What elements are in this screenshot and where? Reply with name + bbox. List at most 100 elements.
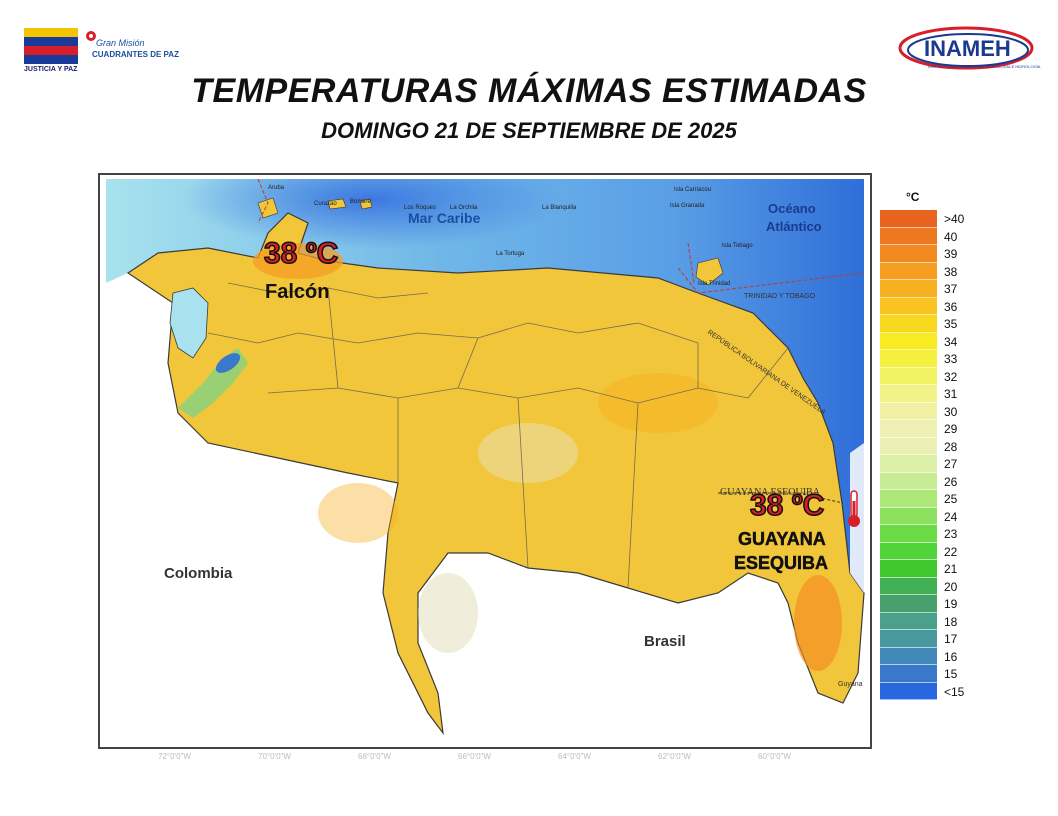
legend-item: 21	[880, 560, 980, 578]
falcon-temp-label: 38 ºC	[263, 236, 339, 271]
legend-item: 33	[880, 350, 980, 368]
label-curazao: Curazao	[314, 201, 337, 207]
legend-item: 27	[880, 455, 980, 473]
colombia-area	[106, 253, 443, 745]
legend-item: 20	[880, 577, 980, 595]
legend-swatch	[880, 245, 937, 263]
legend-label: 16	[944, 649, 958, 664]
legend-swatch	[880, 262, 937, 280]
legend-swatch	[880, 332, 937, 350]
legend-swatch	[880, 525, 937, 543]
legend-item: 29	[880, 420, 980, 438]
legend-label: 37	[944, 282, 958, 296]
legend-label: 20	[944, 579, 958, 594]
label-mar-caribe: Mar Caribe	[408, 210, 481, 226]
legend-item: 30	[880, 402, 980, 420]
justicia-paz-logo: JUSTICIA Y PAZ Gran Misión CUADRANTES DE…	[20, 24, 200, 80]
esequiba-region-label-2: ESEQUIBA	[734, 553, 829, 574]
legend-swatch	[880, 472, 937, 490]
cuadrantes-paz-text: CUADRANTES DE PAZ	[92, 50, 179, 59]
coord-label: 68°0'0"W	[358, 752, 391, 761]
legend-item: 31	[880, 385, 980, 403]
inameh-text: INAMEH	[924, 36, 1011, 61]
legend-item: 34	[880, 332, 980, 350]
esequiba-region-label-1: GUAYANA	[738, 529, 826, 550]
label-colombia: Colombia	[164, 565, 233, 582]
lake-maracaibo	[169, 287, 209, 359]
legend-label: 26	[944, 474, 958, 489]
label-oceano: Océano	[768, 201, 816, 216]
legend-label: >40	[944, 212, 965, 226]
legend-label: 38	[944, 264, 958, 279]
legend-item: 39	[880, 245, 980, 263]
legend-swatch	[880, 647, 937, 665]
esequiba-hotspot	[794, 575, 842, 671]
legend-label: 31	[944, 387, 958, 401]
legend-item: 35	[880, 315, 980, 333]
legend-swatch	[880, 455, 937, 473]
legend-item: <15	[880, 682, 980, 700]
legend-swatch	[880, 542, 937, 560]
legend-swatch	[880, 507, 937, 525]
legend-swatch	[880, 560, 937, 578]
legend-label: 18	[944, 614, 958, 629]
coord-label: 60°0'0"W	[758, 752, 791, 761]
coord-label: 70°0'0"W	[258, 752, 291, 761]
legend-item: 19	[880, 595, 980, 613]
legend-item: 25	[880, 490, 980, 508]
legend-label: 30	[944, 404, 958, 419]
legend-swatch	[880, 420, 937, 438]
falcon-region-label: Falcón	[265, 281, 330, 303]
label-isla-tobago: Isla Tobago	[722, 243, 753, 249]
inameh-logo: INAMEH INSTITUTO NACIONAL DE METEOROLOGÍ…	[898, 24, 1040, 78]
temperature-legend: °C >40 40 39 38 37 36 35 34 33 32 31 30 29 28 27 26 25 24…	[880, 190, 980, 710]
legend-label: 19	[944, 597, 958, 611]
legend-label: 27	[944, 457, 958, 471]
map-graphic	[98, 173, 872, 749]
legend-label: 29	[944, 422, 958, 436]
label-isla-granada: Isla Granada	[670, 203, 705, 209]
legend-swatch	[880, 402, 937, 420]
trinidad-island	[695, 257, 724, 286]
legend-swatch	[880, 630, 937, 648]
legend-item: 38	[880, 262, 980, 280]
legend-item: 32	[880, 367, 980, 385]
legend-label: 22	[944, 544, 958, 559]
legend-swatch	[880, 385, 937, 403]
legend-label: 36	[944, 299, 958, 314]
page-title: TEMPERATURAS MÁXIMAS ESTIMADAS	[191, 72, 867, 110]
label-isla-trinidad: Isla Trinidad	[698, 281, 731, 287]
legend-label: 32	[944, 369, 958, 384]
label-los-roques: Los Roques	[404, 205, 437, 211]
legend-item: 18	[880, 612, 980, 630]
label-aruba: Aruba	[268, 185, 285, 191]
legend-swatch	[880, 297, 937, 315]
gran-mision-text: Gran Misión	[96, 38, 145, 48]
coord-label: 72°0'0"W	[158, 752, 191, 761]
label-isla-carriacou: Isla Carriacou	[674, 187, 712, 193]
legend-label: 35	[944, 317, 958, 331]
coord-label: 66°0'0"W	[458, 752, 491, 761]
legend-item: 26	[880, 472, 980, 490]
legend-swatch	[880, 367, 937, 385]
inameh-swoosh-icon	[898, 26, 1034, 70]
legend-swatch	[880, 665, 937, 683]
legend-label: 40	[944, 229, 958, 244]
legend-item: 28	[880, 437, 980, 455]
legend-swatch	[880, 350, 937, 368]
label-la-tortuga: La Tortuga	[496, 251, 525, 257]
legend-item: 36	[880, 297, 980, 315]
label-la-orchila: La Orchila	[450, 205, 478, 211]
falcon-hotspot	[253, 243, 343, 279]
legend-swatch	[880, 210, 937, 228]
thermometer-icon	[848, 490, 860, 527]
legend-label: 28	[944, 439, 958, 454]
legend-unit: °C	[906, 190, 920, 204]
coord-label: 62°0'0"W	[658, 752, 691, 761]
legend-swatch	[880, 612, 937, 630]
legend-item: 23	[880, 525, 980, 543]
temperature-map: Mar Caribe Océano Atlántico Colombia Bra…	[98, 173, 872, 749]
legend-swatch	[880, 437, 937, 455]
legend-label: 39	[944, 247, 958, 261]
legend-label: 34	[944, 334, 958, 349]
